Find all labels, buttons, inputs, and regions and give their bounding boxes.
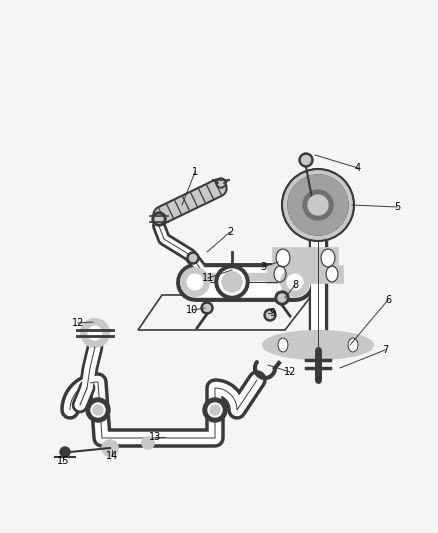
Circle shape [91, 403, 105, 417]
Text: 2: 2 [227, 227, 233, 237]
Circle shape [210, 405, 220, 415]
Text: 7: 7 [382, 345, 388, 355]
Circle shape [60, 447, 70, 457]
Circle shape [155, 215, 163, 223]
Text: 13: 13 [149, 432, 161, 442]
Ellipse shape [326, 266, 338, 282]
Circle shape [93, 405, 103, 415]
Text: 15: 15 [57, 456, 69, 466]
Circle shape [222, 272, 242, 292]
Circle shape [215, 265, 249, 299]
Circle shape [81, 319, 109, 347]
Text: 11: 11 [202, 273, 214, 283]
Circle shape [102, 440, 118, 456]
Circle shape [152, 212, 166, 226]
Circle shape [187, 274, 203, 290]
Polygon shape [273, 248, 338, 268]
Ellipse shape [274, 266, 286, 282]
Circle shape [299, 153, 313, 167]
Circle shape [303, 190, 333, 220]
Circle shape [187, 252, 199, 264]
Circle shape [287, 274, 303, 290]
Text: 12: 12 [284, 367, 296, 377]
Text: 4: 4 [355, 163, 361, 173]
Circle shape [86, 398, 110, 422]
Text: 1: 1 [192, 167, 198, 177]
Circle shape [181, 268, 209, 296]
Circle shape [264, 309, 276, 321]
Text: 8: 8 [292, 280, 298, 290]
Circle shape [204, 304, 211, 311]
Circle shape [281, 268, 309, 296]
Circle shape [219, 269, 245, 295]
Circle shape [190, 254, 197, 262]
Ellipse shape [263, 331, 373, 359]
Text: 6: 6 [385, 295, 391, 305]
Ellipse shape [321, 249, 335, 267]
Ellipse shape [276, 249, 290, 267]
Circle shape [88, 326, 102, 340]
Ellipse shape [348, 338, 358, 352]
Circle shape [201, 302, 213, 314]
Circle shape [203, 398, 227, 422]
Circle shape [288, 175, 348, 235]
Circle shape [142, 437, 154, 449]
Circle shape [275, 291, 289, 305]
Text: 5: 5 [394, 202, 400, 212]
Text: 3: 3 [260, 262, 266, 272]
Circle shape [208, 403, 222, 417]
Text: 9: 9 [269, 308, 275, 318]
Circle shape [301, 156, 311, 165]
Circle shape [308, 195, 328, 215]
Text: 14: 14 [106, 451, 118, 461]
Polygon shape [268, 266, 343, 283]
Circle shape [266, 311, 273, 319]
Text: 10: 10 [186, 305, 198, 315]
Circle shape [282, 169, 354, 241]
Text: 12: 12 [72, 318, 84, 328]
Circle shape [218, 180, 224, 186]
Ellipse shape [278, 338, 288, 352]
Circle shape [278, 294, 286, 302]
Circle shape [216, 178, 226, 188]
